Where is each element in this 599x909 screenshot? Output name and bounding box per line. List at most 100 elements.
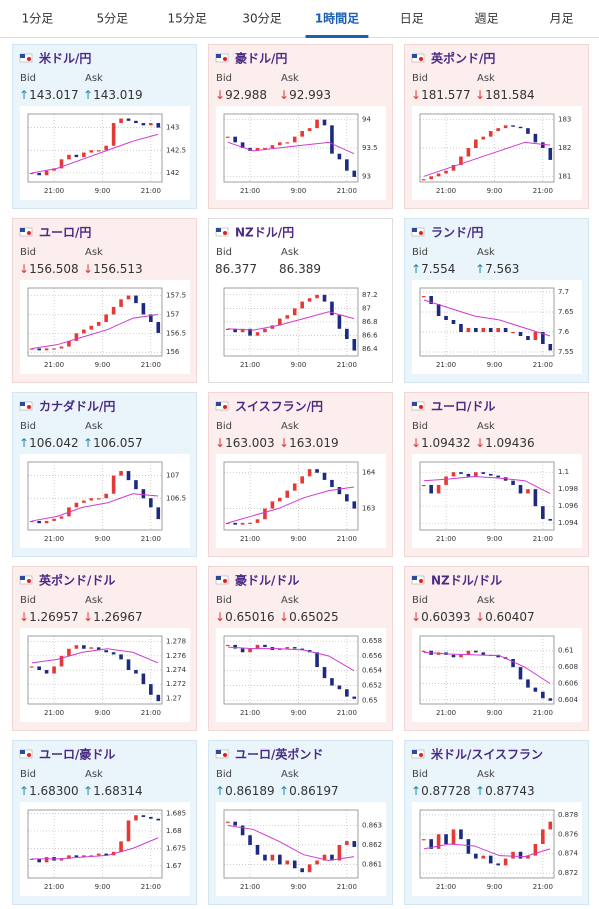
active-tab-underline — [305, 35, 369, 38]
bid-value: ↑106.042 — [19, 436, 79, 450]
candle — [444, 476, 448, 485]
candle — [511, 658, 515, 668]
candle — [126, 820, 131, 842]
tab[interactable]: 15分足 — [168, 12, 207, 26]
chart-bg — [412, 628, 582, 722]
tab[interactable]: 5分足 — [96, 12, 128, 26]
plot-frame — [27, 287, 163, 357]
x-tick-label: 21:00 — [533, 709, 553, 717]
ask-price: 0.65025 — [289, 610, 339, 624]
candle — [44, 170, 49, 176]
candle — [225, 522, 230, 525]
bid-price: 86.377 — [215, 262, 257, 276]
candle — [345, 328, 349, 339]
bid-label: Bid — [216, 769, 232, 780]
candle — [451, 320, 456, 324]
candle — [285, 860, 290, 865]
flag-mark — [216, 54, 221, 58]
candle — [248, 522, 252, 525]
bid-label: Bid — [412, 769, 428, 780]
candle — [352, 170, 357, 177]
flag-mark — [20, 228, 25, 232]
bid-value: ↓0.65016 — [215, 610, 275, 624]
chart-bg — [20, 280, 190, 374]
y-tick-label: 7.6 — [558, 328, 570, 336]
flag-mark — [412, 402, 417, 406]
candle — [488, 131, 493, 137]
y-tick-label: 87 — [362, 304, 371, 312]
flag-mark — [412, 228, 417, 232]
tab[interactable]: 週足 — [475, 12, 499, 26]
candle — [330, 854, 334, 861]
candle — [270, 501, 275, 509]
tab[interactable]: 月足 — [550, 12, 574, 26]
candle — [119, 299, 123, 307]
candle — [451, 165, 456, 171]
candle — [89, 325, 94, 330]
bid-value: ↓1.09432 — [411, 436, 471, 450]
trend-arrow: ↓ — [475, 610, 485, 624]
chart-bg — [216, 280, 386, 374]
candle — [278, 318, 282, 326]
candle — [533, 332, 538, 340]
ask-price: 0.60407 — [485, 610, 535, 624]
candle — [548, 518, 553, 521]
tab[interactable]: 30分足 — [242, 12, 281, 26]
candle — [444, 170, 448, 174]
flag-dot — [27, 753, 31, 757]
pair-name: ランド/円 — [431, 226, 483, 240]
ask-label: Ask — [477, 421, 495, 432]
candle — [156, 123, 161, 128]
x-tick-label: 21:00 — [240, 883, 260, 891]
tab[interactable]: 日足 — [400, 12, 424, 26]
plot-frame — [27, 461, 163, 531]
tab[interactable]: 1分足 — [22, 12, 54, 26]
ask-label: Ask — [281, 247, 299, 258]
flag-dot — [419, 753, 423, 757]
bid-price: 143.017 — [29, 88, 79, 102]
flag-mark — [412, 54, 417, 58]
flag-mark — [412, 750, 417, 754]
candle — [233, 644, 237, 649]
trend-arrow: ↑ — [411, 784, 421, 798]
candle — [503, 858, 508, 866]
moving-average — [31, 493, 159, 522]
candle — [345, 159, 349, 171]
candle — [126, 471, 131, 481]
candle — [270, 854, 275, 861]
candle — [119, 841, 123, 852]
x-tick-label: 21:00 — [533, 535, 553, 543]
tab[interactable]: 1時間足 — [315, 11, 359, 26]
y-tick-label: 142 — [166, 169, 179, 177]
candle — [104, 145, 108, 151]
y-tick-label: 1.278 — [166, 638, 186, 646]
candle — [141, 123, 146, 126]
x-tick-label: 21:00 — [240, 709, 260, 717]
candle — [466, 148, 471, 157]
candle — [82, 855, 86, 858]
ask-price: 163.019 — [289, 436, 339, 450]
candle — [67, 154, 71, 160]
candle — [345, 689, 349, 697]
moving-average — [227, 646, 355, 672]
ask-label: Ask — [477, 769, 495, 780]
ask-price: 181.584 — [485, 88, 535, 102]
trend-arrow: ↑ — [19, 436, 29, 450]
moving-average — [423, 475, 551, 494]
bid-label: Bid — [20, 421, 36, 432]
